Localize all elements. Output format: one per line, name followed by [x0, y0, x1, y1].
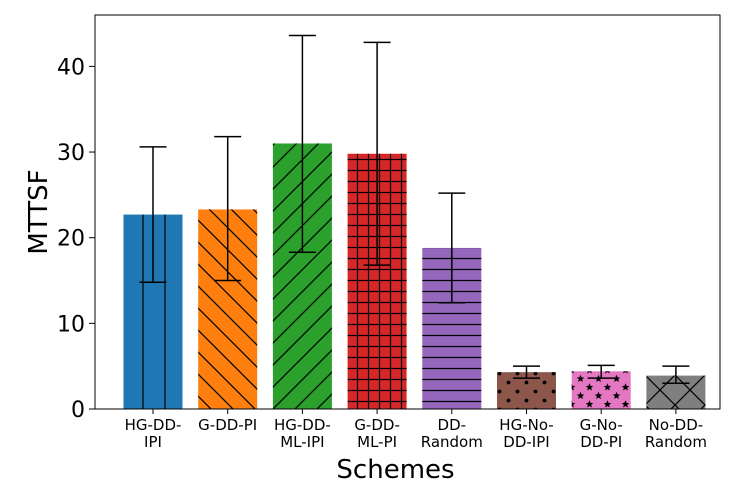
- x-tick-label-line: IPI: [144, 433, 162, 451]
- y-tick-label-2: 20: [57, 227, 85, 252]
- x-tick-label-line: ML-PI: [357, 433, 397, 451]
- x-tick-label-3: HG-DD-ML-IPI: [274, 416, 331, 451]
- error-bars-layer: [139, 34, 690, 385]
- x-tick-label-line: Random: [421, 433, 483, 451]
- y-tick-label-1: 10: [57, 312, 85, 337]
- x-tick-label-4: G-DD-ML-PI: [354, 416, 400, 451]
- bars-layer: [123, 143, 706, 409]
- x-tick-label-line: DD-IPI: [503, 433, 549, 451]
- x-tick-label-line: HG-DD-: [125, 416, 182, 434]
- x-tick-label-line: DD-: [438, 416, 467, 434]
- x-tick-label-line: Random: [645, 433, 707, 451]
- x-tick-label-5: DD-Random: [421, 416, 483, 451]
- x-tick-label-line: No-DD-: [649, 416, 704, 434]
- x-tick-label-line: G-No-: [580, 416, 623, 434]
- plot-area-frame: [94, 14, 721, 410]
- x-tick-label-8: No-DD-Random: [645, 416, 707, 451]
- y-tick-label-0: 0: [71, 398, 85, 423]
- x-tick-label-line: G-DD-PI: [198, 416, 257, 434]
- y-axis-label: MTTSF: [24, 169, 54, 254]
- x-tick-label-line: G-DD-: [354, 416, 400, 434]
- x-tick-label-6: HG-No-DD-IPI: [499, 416, 553, 451]
- x-tick-label-7: G-No-DD-PI: [580, 416, 623, 451]
- x-axis-label: Schemes: [336, 455, 454, 485]
- y-tick-label-3: 30: [57, 141, 85, 166]
- x-tick-label-line: DD-PI: [580, 433, 622, 451]
- y-axis: 0 10 20 30 40: [57, 55, 95, 423]
- y-tick-label-4: 40: [57, 55, 85, 80]
- x-tick-label-line: ML-IPI: [280, 433, 324, 451]
- x-tick-label-line: HG-No-: [499, 416, 553, 434]
- x-tick-label-1: HG-DD-IPI: [125, 416, 182, 451]
- x-tick-label-line: HG-DD-: [274, 416, 331, 434]
- x-tick-label-2: G-DD-PI: [198, 416, 257, 434]
